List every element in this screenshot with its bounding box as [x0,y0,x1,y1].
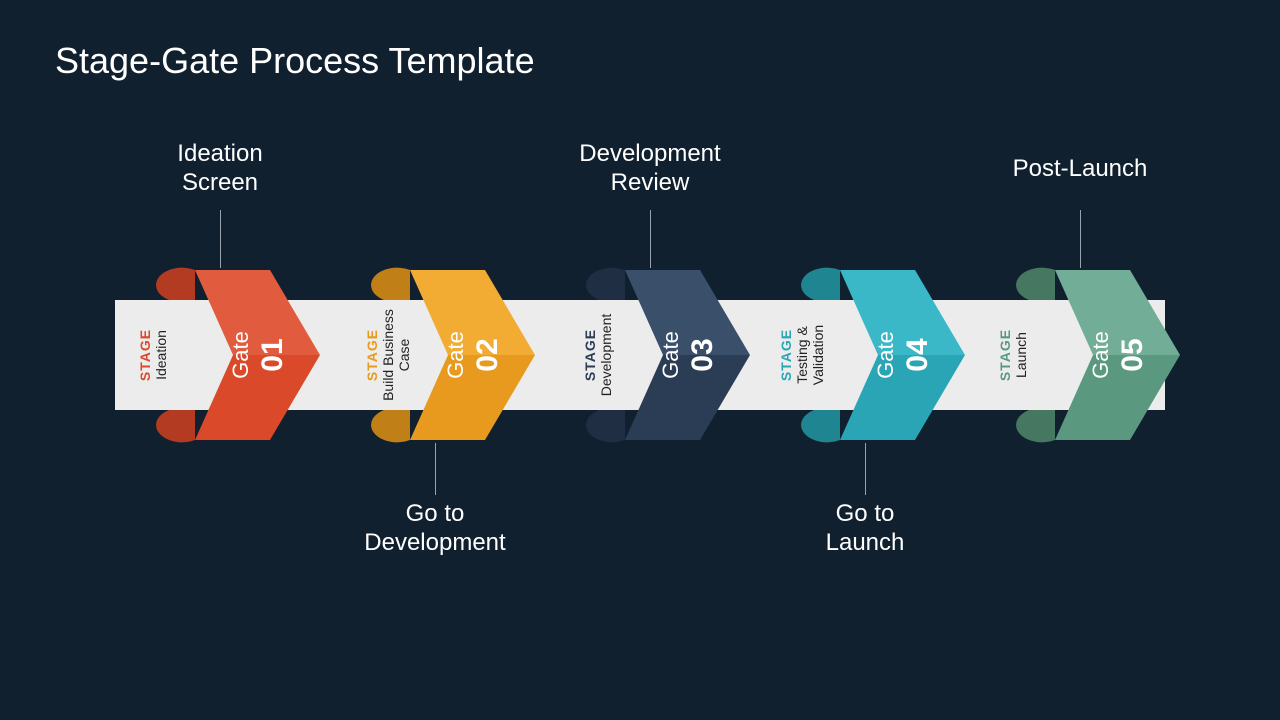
gate-03: Gate 03 [595,270,740,440]
stage-word: STAGE [364,309,380,401]
gate-number: 01 [256,331,290,379]
stage-word: STAGE [997,329,1013,381]
gate-word: Gate [443,331,468,379]
gate-02: Gate 02 [380,270,525,440]
gate-number: 04 [901,331,935,379]
gate-05: Gate 05 [1025,270,1170,440]
gate-number: 05 [1116,331,1150,379]
callout-02: Go toDevelopment [345,500,525,558]
stage-word: STAGE [137,329,153,381]
callout-line-04 [865,443,866,495]
callout-05: Post-Launch [990,155,1170,184]
gate-word: Gate [658,331,683,379]
gate-text-01: Gate 01 [228,331,290,379]
gate-text-02: Gate 02 [443,331,505,379]
gate-word: Gate [873,331,898,379]
callout-line-05 [1080,210,1081,268]
stage-word: STAGE [778,325,794,385]
gate-text-04: Gate 04 [873,331,935,379]
page-title: Stage-Gate Process Template [55,40,535,82]
callout-line-01 [220,210,221,268]
gate-04: Gate 04 [810,270,955,440]
gate-word: Gate [1088,331,1113,379]
stage-gate-diagram: STAGEIdeation Gate 01IdeationScreenSTAGE… [80,155,1200,605]
callout-line-02 [435,443,436,495]
gate-word: Gate [228,331,253,379]
gate-number: 02 [471,331,505,379]
gate-number: 03 [686,331,720,379]
callout-04: Go toLaunch [775,500,955,558]
gate-text-03: Gate 03 [658,331,720,379]
callout-03: DevelopmentReview [560,140,740,198]
gate-01: Gate 01 [165,270,310,440]
callout-01: IdeationScreen [130,140,310,198]
gate-text-05: Gate 05 [1088,331,1150,379]
callout-line-03 [650,210,651,268]
